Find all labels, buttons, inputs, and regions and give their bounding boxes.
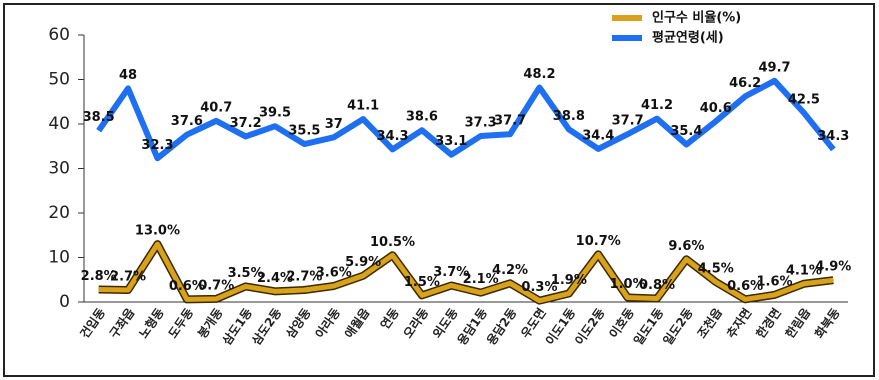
value-label: 4.9% [815, 260, 851, 275]
legend-label: 평균연령(세) [652, 30, 724, 46]
value-label: 48 [119, 68, 137, 83]
value-label: 4.1% [786, 263, 822, 278]
value-label: 35.5 [288, 124, 320, 139]
value-label: 10.7% [576, 234, 621, 249]
value-label: 9.6% [668, 239, 704, 254]
line [98, 241, 834, 304]
y-tick-label: 10 [48, 248, 70, 268]
value-label: 0.6% [727, 279, 763, 294]
y-tick-label: 20 [48, 203, 70, 223]
frame [3, 3, 875, 377]
y-tick-label: 60 [48, 25, 70, 45]
value-label: 1.0% [610, 277, 646, 292]
value-label: 3.6% [316, 265, 352, 280]
y-tick-label: 30 [48, 159, 70, 179]
value-label: 37.3 [465, 116, 497, 131]
y-tick-label: 40 [48, 114, 70, 134]
value-label: 38.5 [83, 110, 115, 125]
value-label: 38.8 [553, 109, 585, 124]
value-label: 39.5 [259, 106, 291, 121]
value-label: 4.5% [698, 261, 734, 276]
value-label: 41.1 [347, 99, 379, 114]
value-label: 2.7% [286, 269, 322, 284]
value-label: 40.6 [700, 101, 732, 116]
value-label: 48.2 [523, 67, 555, 82]
y-tick-label: 0 [59, 292, 70, 312]
value-label: 41.2 [641, 98, 673, 113]
value-label: 2.8% [81, 269, 117, 284]
value-label: 34.3 [817, 129, 849, 144]
value-label: 42.5 [788, 92, 820, 107]
value-label: 37 [325, 117, 343, 132]
value-label: 0.7% [198, 278, 234, 293]
value-label: 4.2% [492, 263, 528, 278]
value-label: 37.7 [494, 114, 526, 129]
legend-label: 인구수 비율(%) [652, 10, 741, 26]
value-label: 2.4% [257, 271, 293, 286]
value-label: 2.7% [110, 269, 146, 284]
value-label: 33.1 [435, 134, 467, 149]
value-label: 34.3 [376, 129, 408, 144]
value-label: 1.9% [551, 273, 587, 288]
value-label: 37.6 [171, 114, 203, 129]
value-label: 0.6% [169, 279, 205, 294]
value-label: 38.6 [406, 110, 438, 125]
value-label: 1.6% [757, 274, 793, 289]
value-label: 34.4 [582, 128, 614, 143]
value-label: 1.5% [404, 275, 440, 290]
value-label: 32.3 [141, 138, 173, 153]
value-label: 3.7% [433, 265, 469, 280]
value-label: 5.9% [345, 255, 381, 270]
value-label: 49.7 [758, 60, 790, 75]
value-label: 37.7 [612, 114, 644, 129]
value-label: 35.4 [670, 124, 702, 139]
line [96, 77, 836, 162]
value-label: 37.2 [230, 116, 262, 131]
value-label: 40.7 [200, 100, 232, 115]
value-label: 46.2 [729, 76, 761, 91]
value-label: 0.3% [521, 280, 557, 295]
value-label: 2.1% [463, 272, 499, 287]
value-label: 10.5% [370, 235, 415, 250]
value-label: 0.8% [639, 278, 675, 293]
value-label: 3.5% [228, 266, 264, 281]
y-tick-label: 50 [48, 70, 70, 90]
value-label: 13.0% [135, 224, 180, 239]
